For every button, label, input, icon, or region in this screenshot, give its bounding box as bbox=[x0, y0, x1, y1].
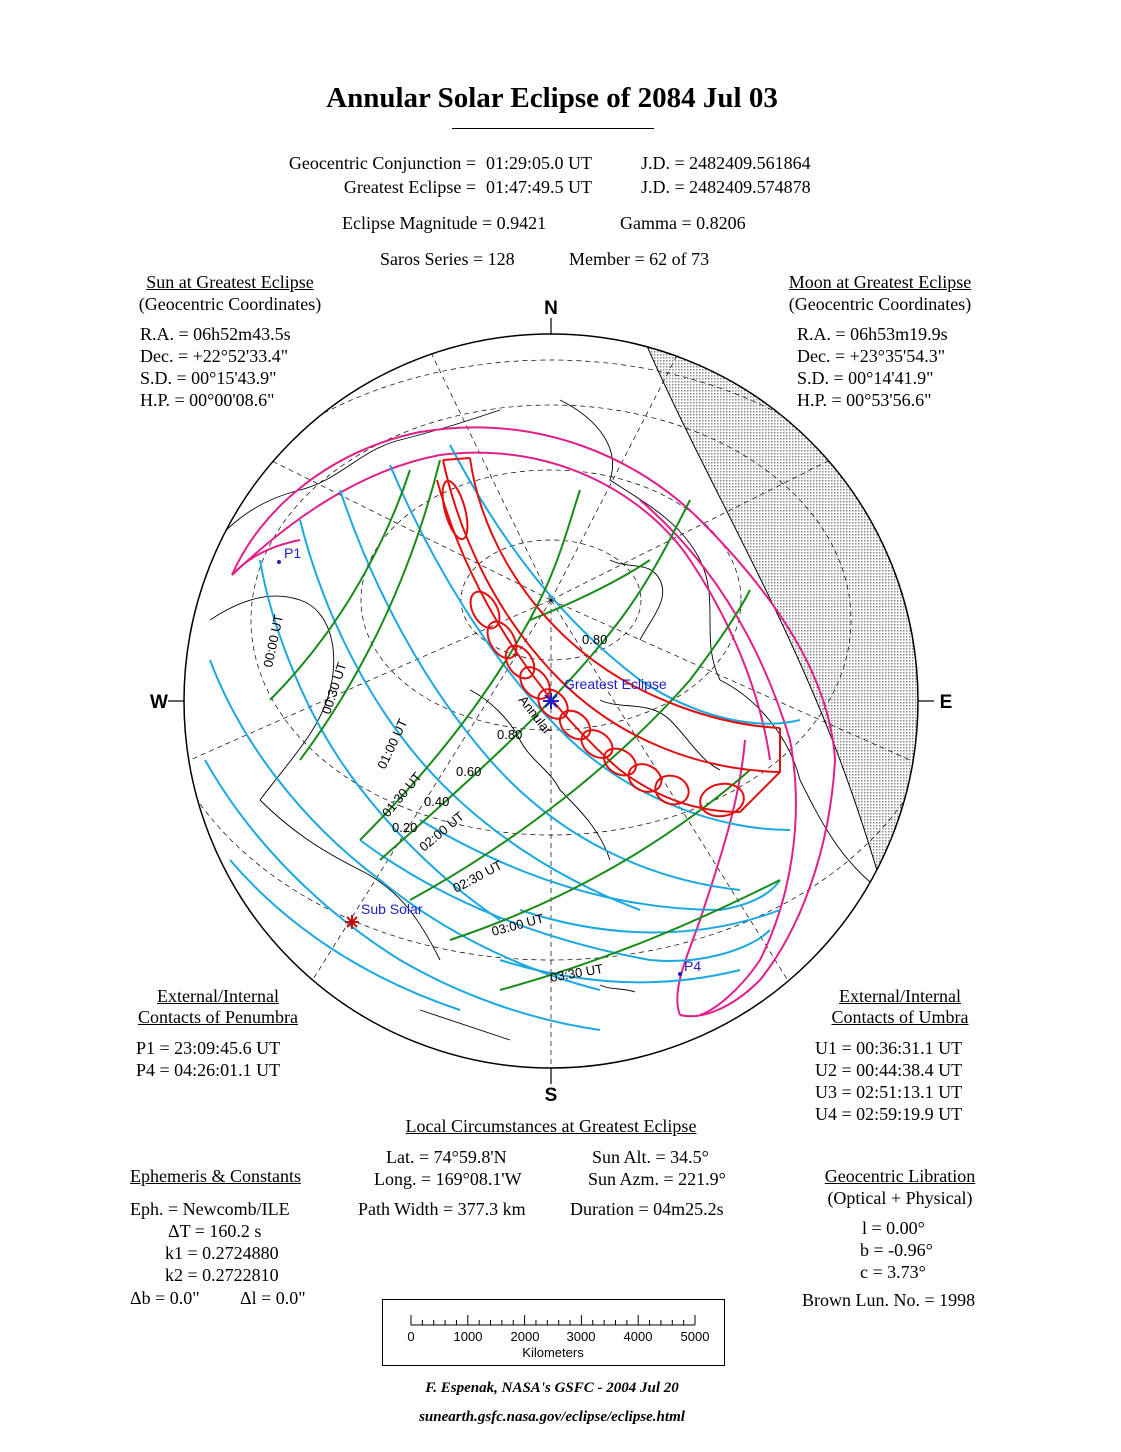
sun-heading: Sun at Greatest Eclipse bbox=[146, 272, 314, 292]
penumbra-heading: External/Internal Contacts of Penumbra bbox=[110, 986, 326, 1028]
libration-c: c = 3.73° bbox=[860, 1262, 926, 1282]
magnitude-label-080-north: 0.80 bbox=[582, 632, 607, 647]
globe-outline bbox=[183, 333, 919, 1069]
sun-block: Sun at Greatest Eclipse (Geocentric Coor… bbox=[100, 272, 360, 315]
ephemeris-dl: Δl = 0.0" bbox=[240, 1288, 306, 1308]
time-lines bbox=[204, 444, 801, 1031]
distance-scale-bar: 0 1000 2000 3000 4000 5000 Kilometers bbox=[382, 1299, 725, 1366]
sub-solar-marker bbox=[345, 915, 359, 929]
magnitude-label-080-south: 0.80 bbox=[497, 727, 522, 742]
coastlines bbox=[199, 399, 881, 1041]
sun-sd: S.D. = 00°15'43.9" bbox=[140, 368, 277, 388]
libration-subheading: (Optical + Physical) bbox=[827, 1188, 973, 1208]
moon-ra: R.A. = 06h53m19.9s bbox=[797, 324, 948, 344]
greatest-eclipse-label: Greatest Eclipse bbox=[564, 676, 667, 692]
sun-dec: Dec. = +22°52'33.4" bbox=[140, 346, 289, 366]
scale-tick-1000: 1000 bbox=[454, 1329, 483, 1344]
ephemeris-heading: Ephemeris & Constants bbox=[130, 1166, 301, 1186]
libration-b: b = -0.96° bbox=[860, 1240, 933, 1260]
moon-dec: Dec. = +23°35'54.3" bbox=[797, 346, 946, 366]
umbra-heading-line2: Contacts of Umbra bbox=[831, 1007, 969, 1027]
umbra-contacts: U1 = 00:36:31.1 UT U2 = 00:44:38.4 UT U3… bbox=[815, 1037, 962, 1125]
greatest-eclipse-label: Greatest Eclipse = bbox=[343, 177, 476, 197]
u2-contact: U2 = 00:44:38.4 UT bbox=[815, 1060, 963, 1080]
graticule bbox=[184, 334, 918, 1068]
p4-marker bbox=[678, 972, 682, 976]
p4-contact: P4 = 04:26:01.1 UT bbox=[136, 1060, 281, 1080]
moon-heading: Moon at Greatest Eclipse bbox=[788, 272, 972, 292]
local-duration: Duration = 04m25.2s bbox=[570, 1199, 724, 1219]
eclipse-magnitude: Eclipse Magnitude = 0.9421 bbox=[342, 213, 547, 233]
local-sun-azm: Sun Azm. = 221.9° bbox=[588, 1169, 726, 1189]
scale-tick-4000: 4000 bbox=[624, 1329, 653, 1344]
ephemeris-k1: k1 = 0.2724880 bbox=[165, 1243, 279, 1263]
saros-series: Saros Series = 128 bbox=[380, 249, 515, 269]
credit-author: F. Espenak, NASA's GSFC - 2004 Jul 20 bbox=[425, 1380, 679, 1396]
sun-coordinates: R.A. = 06h52m43.5s Dec. = +22°52'33.4" S… bbox=[140, 323, 291, 411]
local-lat: Lat. = 74°59.8'N bbox=[386, 1147, 507, 1167]
p1-marker bbox=[277, 560, 281, 564]
annular-path bbox=[436, 457, 781, 818]
local-heading: Local Circumstances at Greatest Eclipse bbox=[405, 1116, 697, 1136]
ephemeris-eph: Eph. = Newcomb/ILE bbox=[130, 1199, 290, 1219]
moon-subheading: (Geocentric Coordinates) bbox=[788, 294, 972, 314]
penumbra-heading-line1: External/Internal bbox=[157, 986, 279, 1006]
magnitude-lines bbox=[269, 459, 781, 991]
scale-unit: Kilometers bbox=[522, 1345, 584, 1360]
compass-n: N bbox=[544, 298, 558, 319]
moon-sd: S.D. = 00°14'41.9" bbox=[797, 368, 934, 388]
greatest-eclipse-time: 01:47:49.5 UT bbox=[486, 177, 592, 197]
p4-label: P4 bbox=[684, 958, 701, 974]
ephemeris-dt: ΔT = 160.2 s bbox=[168, 1221, 262, 1241]
scale-tick-0: 0 bbox=[407, 1329, 414, 1344]
libration-heading-block: Geocentric Libration (Optical + Physical… bbox=[790, 1166, 1010, 1209]
moon-coordinates: R.A. = 06h53m19.9s Dec. = +23°35'54.3" S… bbox=[797, 323, 948, 411]
conjunction-time: 01:29:05.0 UT bbox=[486, 153, 592, 173]
compass-w: W bbox=[150, 692, 168, 713]
penumbra-contacts: P1 = 23:09:45.6 UT P4 = 04:26:01.1 UT bbox=[136, 1037, 280, 1081]
p1-contact: P1 = 23:09:45.6 UT bbox=[136, 1038, 281, 1058]
sun-ra: R.A. = 06h52m43.5s bbox=[140, 324, 291, 344]
page-title: Annular Solar Eclipse of 2084 Jul 03 bbox=[326, 82, 778, 114]
scale-tick-5000: 5000 bbox=[681, 1329, 710, 1344]
libration-l: l = 0.00° bbox=[862, 1218, 925, 1238]
conjunction-jd: J.D. = 2482409.561864 bbox=[641, 153, 811, 173]
ephemeris-db: Δb = 0.0" bbox=[130, 1288, 200, 1308]
scale-tick-2000: 2000 bbox=[511, 1329, 540, 1344]
saros-member: Member = 62 of 73 bbox=[569, 249, 710, 269]
umbra-heading-line1: External/Internal bbox=[839, 986, 961, 1006]
penumbra-heading-line2: Contacts of Penumbra bbox=[138, 1007, 298, 1027]
night-side-shading bbox=[640, 334, 918, 1068]
p1-label: P1 bbox=[284, 545, 301, 561]
local-long: Long. = 169°08.1'W bbox=[374, 1169, 522, 1189]
u4-contact: U4 = 02:59:19.9 UT bbox=[815, 1104, 963, 1124]
sun-subheading: (Geocentric Coordinates) bbox=[138, 294, 322, 314]
scale-tick-3000: 3000 bbox=[567, 1329, 596, 1344]
credit-url[interactable]: sunearth.gsfc.nasa.gov/eclipse/eclipse.h… bbox=[419, 1409, 685, 1425]
umbra-heading: External/Internal Contacts of Umbra bbox=[790, 986, 1010, 1028]
compass-s: S bbox=[545, 1085, 558, 1106]
local-path-width: Path Width = 377.3 km bbox=[358, 1199, 526, 1219]
greatest-eclipse-marker bbox=[543, 693, 559, 709]
magnitude-label-040: 0.40 bbox=[424, 794, 449, 809]
compass-e: E bbox=[940, 692, 953, 713]
brown-lunation: Brown Lun. No. = 1998 bbox=[802, 1290, 976, 1310]
gamma-value: Gamma = 0.8206 bbox=[620, 213, 746, 233]
u3-contact: U3 = 02:51:13.1 UT bbox=[815, 1082, 963, 1102]
sub-solar-label: Sub Solar bbox=[361, 901, 423, 917]
magnitude-label-060: 0.60 bbox=[456, 764, 481, 779]
libration-heading: Geocentric Libration bbox=[824, 1166, 976, 1186]
ephemeris-k2: k2 = 0.2722810 bbox=[165, 1265, 279, 1285]
greatest-eclipse-jd: J.D. = 2482409.574878 bbox=[641, 177, 811, 197]
conjunction-label: Geocentric Conjunction = bbox=[288, 153, 476, 173]
u1-contact: U1 = 00:36:31.1 UT bbox=[815, 1038, 963, 1058]
moon-hp: H.P. = 00°53'56.6" bbox=[797, 390, 932, 410]
magnitude-label-020: 0.20 bbox=[392, 820, 417, 835]
sun-hp: H.P. = 00°00'08.6" bbox=[140, 390, 275, 410]
penumbra-limits bbox=[231, 426, 836, 1018]
moon-block: Moon at Greatest Eclipse (Geocentric Coo… bbox=[750, 272, 1010, 315]
title-underline bbox=[452, 128, 654, 129]
local-sun-alt: Sun Alt. = 34.5° bbox=[592, 1147, 709, 1167]
